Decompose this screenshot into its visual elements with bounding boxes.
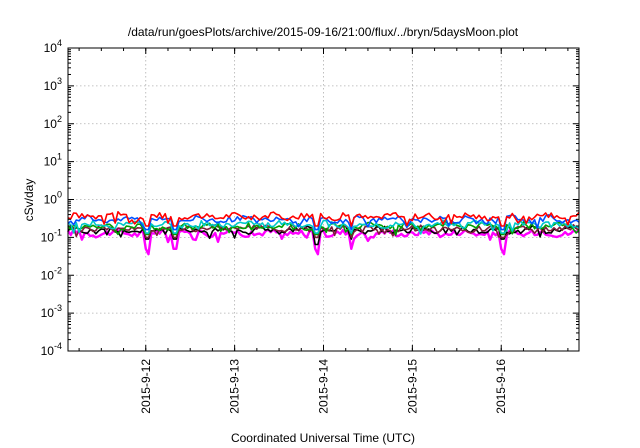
y-tick-label: 10-3: [41, 303, 62, 320]
series-group: [66, 211, 580, 256]
y-tick-label: 101: [44, 152, 62, 169]
y-tick-label: 10-2: [41, 265, 62, 282]
x-tick-label: 2015-9-12: [139, 359, 153, 414]
y-axis-label: cSv/day: [22, 179, 36, 222]
y-tick-label: 10-4: [41, 341, 62, 358]
x-tick-label: 2015-9-13: [228, 359, 242, 414]
x-tick-label: 2015-9-14: [317, 359, 331, 414]
x-axis: 2015-9-12 2015-9-13 2015-9-14 2015-9-15 2015…: [78, 48, 569, 414]
y-tick-label: 104: [44, 38, 62, 55]
series-line: [67, 219, 580, 235]
x-tick-label: 2015-9-16: [494, 359, 508, 414]
chart-title: /data/run/goesPlots/archive/2015-09-16/2…: [128, 25, 519, 39]
x-tick-label: 2015-9-15: [405, 359, 419, 414]
grid: [68, 48, 579, 351]
series-line: [67, 221, 580, 236]
x-axis-label: Coordinated Universal Time (UTC): [231, 431, 415, 445]
y-tick-label: 10-1: [41, 227, 62, 244]
series-line: [67, 211, 580, 227]
y-tick-label: 100: [44, 190, 62, 207]
y-tick-label: 103: [44, 76, 62, 93]
y-tick-label: 102: [44, 114, 62, 131]
